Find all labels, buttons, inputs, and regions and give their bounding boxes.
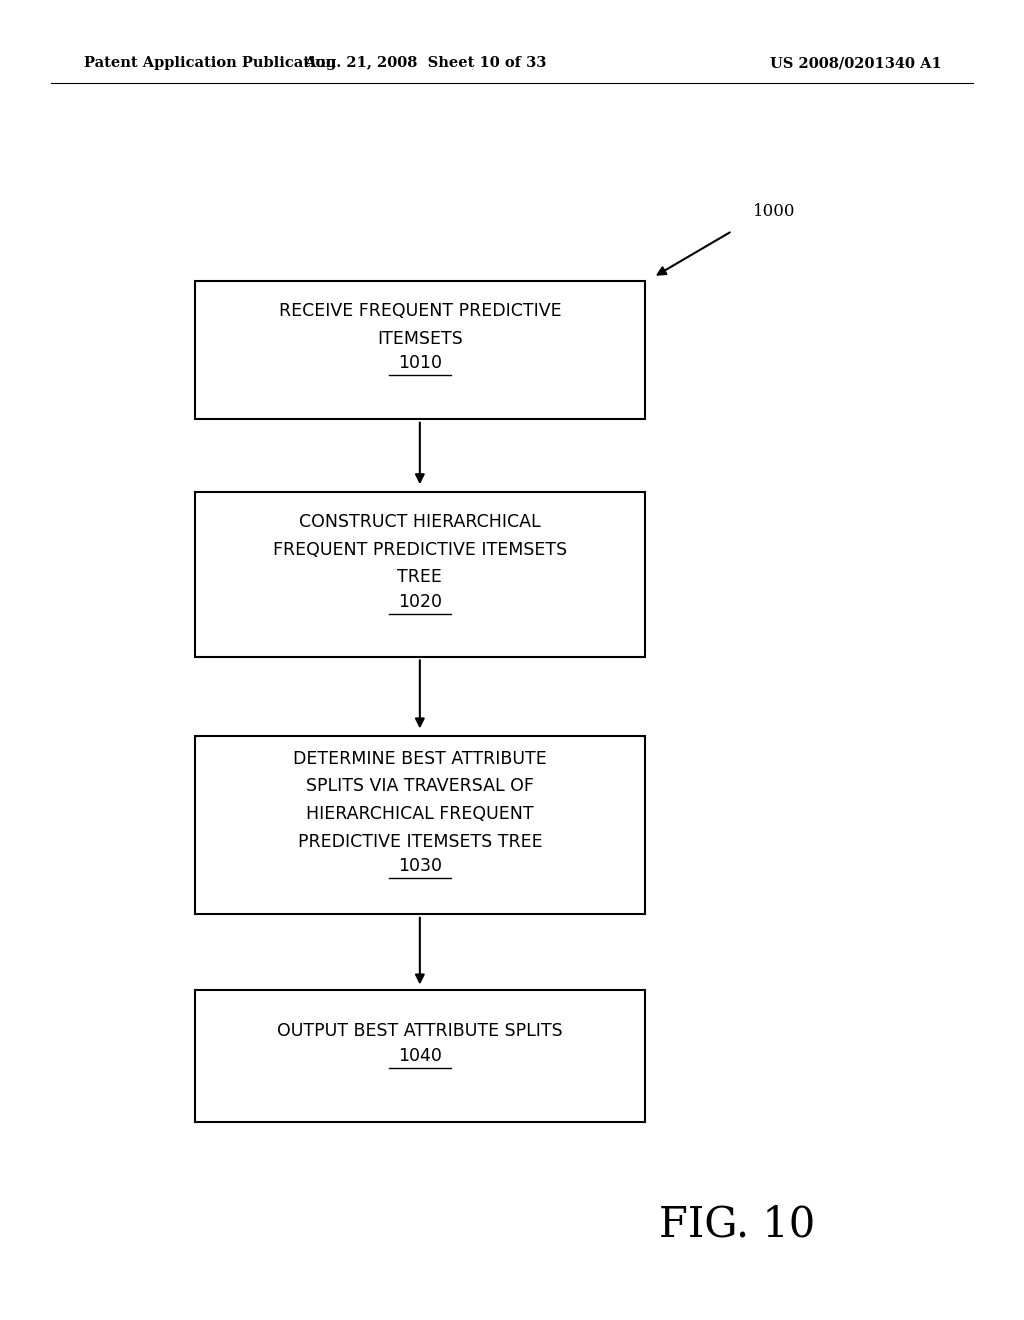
Text: 1030: 1030 bbox=[398, 857, 441, 875]
Text: US 2008/0201340 A1: US 2008/0201340 A1 bbox=[770, 57, 942, 70]
Text: TREE: TREE bbox=[397, 568, 442, 586]
Text: CONSTRUCT HIERARCHICAL: CONSTRUCT HIERARCHICAL bbox=[299, 512, 541, 531]
Text: 1040: 1040 bbox=[398, 1047, 441, 1065]
Text: ITEMSETS: ITEMSETS bbox=[377, 330, 463, 348]
Text: DETERMINE BEST ATTRIBUTE: DETERMINE BEST ATTRIBUTE bbox=[293, 750, 547, 768]
Bar bbox=[195, 492, 645, 657]
Bar bbox=[195, 990, 645, 1122]
Text: 1020: 1020 bbox=[398, 593, 441, 611]
Text: HIERARCHICAL FREQUENT: HIERARCHICAL FREQUENT bbox=[306, 805, 534, 824]
Text: SPLITS VIA TRAVERSAL OF: SPLITS VIA TRAVERSAL OF bbox=[306, 777, 534, 796]
Text: PREDICTIVE ITEMSETS TREE: PREDICTIVE ITEMSETS TREE bbox=[298, 833, 542, 851]
Text: FREQUENT PREDICTIVE ITEMSETS: FREQUENT PREDICTIVE ITEMSETS bbox=[272, 540, 567, 558]
Text: 1010: 1010 bbox=[398, 354, 441, 372]
Text: OUTPUT BEST ATTRIBUTE SPLITS: OUTPUT BEST ATTRIBUTE SPLITS bbox=[278, 1022, 562, 1040]
Text: 1000: 1000 bbox=[753, 203, 796, 219]
Text: FIG. 10: FIG. 10 bbox=[659, 1204, 815, 1246]
Bar bbox=[195, 737, 645, 913]
Text: Aug. 21, 2008  Sheet 10 of 33: Aug. 21, 2008 Sheet 10 of 33 bbox=[304, 57, 546, 70]
Text: RECEIVE FREQUENT PREDICTIVE: RECEIVE FREQUENT PREDICTIVE bbox=[279, 302, 561, 321]
Text: Patent Application Publication: Patent Application Publication bbox=[84, 57, 336, 70]
Bar bbox=[195, 281, 645, 420]
